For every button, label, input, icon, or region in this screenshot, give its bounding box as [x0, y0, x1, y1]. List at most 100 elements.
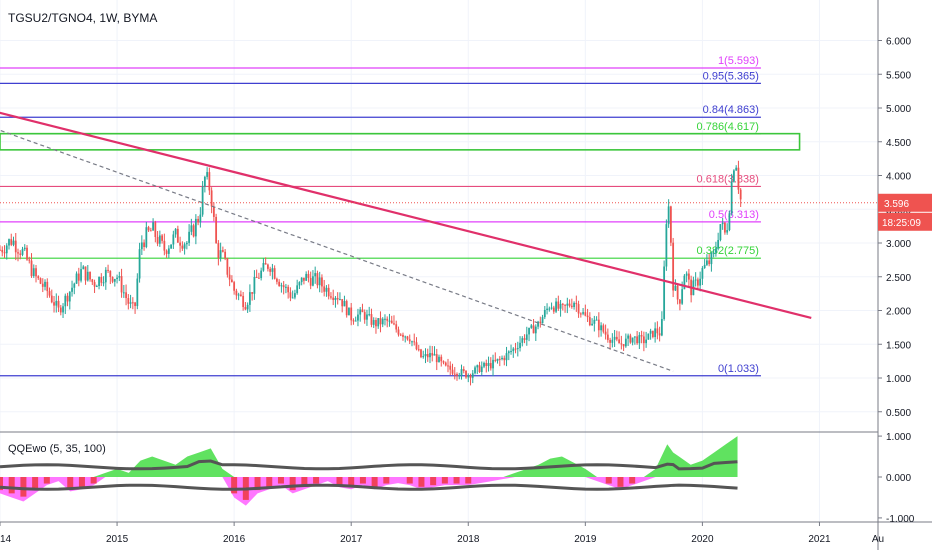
candle-body — [86, 271, 89, 281]
candle-body — [636, 336, 639, 344]
candle-body — [525, 334, 528, 340]
candle-body — [406, 336, 409, 340]
y-tick-label: 5.500 — [886, 70, 911, 81]
candle-body — [179, 242, 182, 246]
candle-body — [602, 325, 605, 332]
candle-body — [212, 206, 215, 217]
candle-body — [174, 228, 177, 235]
candle-body — [73, 283, 76, 288]
candle-body — [294, 293, 296, 298]
indicator-lower-band — [0, 483, 738, 491]
candle-body — [215, 216, 218, 244]
indicator-bar — [359, 477, 366, 484]
candle-body — [429, 353, 431, 358]
dashed-trendline — [0, 129, 674, 372]
candle-body — [113, 279, 116, 282]
indicator-bar — [231, 477, 238, 494]
candle-body — [393, 323, 395, 325]
price-badge-label: 3.596 — [884, 199, 909, 210]
candle-body — [91, 279, 94, 283]
candle-body — [352, 320, 355, 322]
candle-body — [285, 286, 287, 288]
candle-body — [402, 334, 404, 337]
candle-body — [503, 357, 506, 361]
candle-body — [521, 338, 524, 343]
candle-body — [735, 167, 738, 171]
x-tick-label: 2019 — [574, 534, 597, 545]
candle-body — [474, 367, 476, 374]
candle-body — [395, 324, 398, 330]
candle-body — [136, 278, 139, 307]
fib-level-label: 0.84(4.863) — [703, 104, 759, 116]
candle-body — [663, 266, 666, 319]
candle-body — [224, 251, 227, 259]
candle-body — [242, 295, 245, 308]
candle-body — [206, 172, 209, 177]
indicator-bar — [465, 477, 472, 484]
candle-body — [460, 369, 463, 376]
x-tick-label: 2016 — [223, 534, 246, 545]
candle-body — [303, 277, 305, 281]
x-tick-label: 2017 — [340, 534, 363, 545]
candle-body — [467, 375, 470, 378]
candle-body — [453, 373, 456, 375]
candle-body — [552, 307, 555, 312]
candle-body — [420, 349, 422, 358]
candle-body — [447, 365, 449, 367]
candle-body — [523, 338, 526, 340]
candle-body — [287, 286, 290, 293]
candle-body — [39, 278, 42, 284]
descending-trendline — [0, 111, 812, 319]
candle-body — [476, 365, 479, 368]
candle-body — [107, 269, 109, 271]
indicator-bar — [277, 477, 284, 484]
candle-body — [102, 282, 105, 284]
candle-body — [739, 189, 742, 200]
candle-body — [221, 250, 224, 252]
candle-body — [633, 336, 636, 338]
candle-body — [471, 373, 474, 378]
candle-body — [350, 307, 353, 321]
candle-body — [733, 170, 735, 182]
candle-body — [676, 285, 679, 300]
candle-body — [597, 319, 600, 331]
candle-body — [305, 273, 308, 281]
candle-body — [507, 351, 510, 354]
candle-body — [167, 248, 170, 254]
candle-body — [516, 348, 519, 350]
indicator-bar — [289, 477, 296, 491]
candle-body — [649, 330, 652, 334]
candle-body — [296, 285, 299, 294]
candle-body — [1, 249, 4, 253]
candle-body — [728, 213, 731, 231]
candle-body — [248, 292, 251, 305]
candle-body — [449, 365, 452, 370]
candle-body — [737, 167, 740, 190]
candle-body — [577, 304, 580, 314]
candle-body — [156, 237, 159, 244]
y-tick-label: 3.000 — [886, 239, 911, 250]
candle-body — [12, 240, 15, 245]
candle-body — [50, 295, 53, 303]
y-tick-label: 2.500 — [886, 273, 911, 284]
candle-body — [307, 273, 310, 278]
candle-body — [379, 318, 382, 325]
y-tick-label: 5.000 — [886, 104, 911, 115]
candle-body — [701, 267, 704, 279]
candle-body — [415, 342, 418, 350]
candle-body — [203, 176, 206, 187]
candle-body — [613, 336, 616, 340]
candle-body — [537, 321, 539, 327]
fib-level-label: 0.786(4.617) — [697, 121, 759, 133]
candle-body — [519, 342, 521, 349]
candle-body — [368, 314, 371, 316]
candle-body — [559, 303, 562, 309]
price-badge-bg — [878, 193, 932, 212]
candle-body — [642, 336, 645, 344]
candle-body — [469, 375, 472, 378]
fib-level-label: 0.5(3.313) — [709, 209, 759, 221]
candle-body — [359, 309, 362, 315]
indicator-tick-label: 1.000 — [886, 432, 911, 443]
candle-body — [188, 231, 191, 243]
candle-body — [269, 268, 272, 272]
